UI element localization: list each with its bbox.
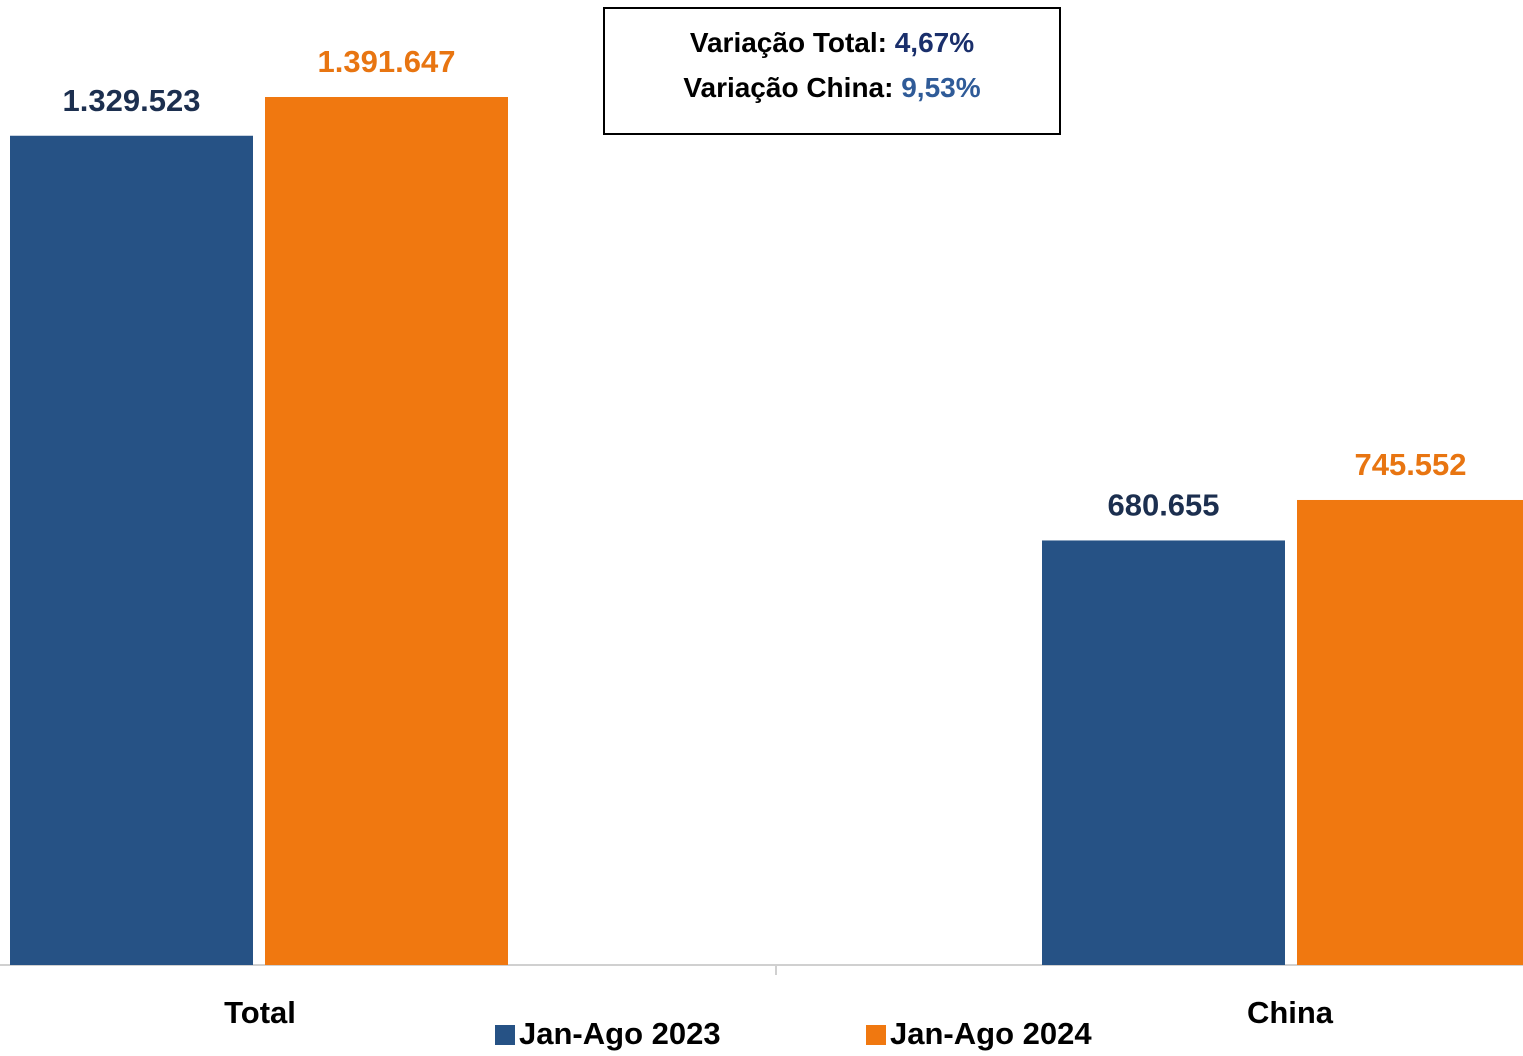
annotation-box [603, 7, 1061, 135]
x-tick-label: China [1247, 995, 1334, 1030]
data-label: 745.552 [1354, 447, 1466, 482]
annotation-value: 4,67% [895, 27, 974, 58]
legend-label: Jan-Ago 2024 [890, 1016, 1092, 1051]
legend-swatch [866, 1025, 886, 1045]
annotation-label: Variação China: [683, 72, 893, 103]
annotation: Variação Total: 4,67% [690, 27, 974, 58]
data-label: 680.655 [1107, 488, 1219, 523]
annotation-label: Variação Total: [690, 27, 887, 58]
annotation: Variação China: 9,53% [683, 72, 980, 103]
legend-swatch [495, 1025, 515, 1045]
bar [10, 135, 253, 966]
bar [1042, 540, 1285, 965]
x-tick-label: Total [224, 995, 296, 1030]
legend-label: Jan-Ago 2023 [519, 1016, 721, 1051]
data-label: 1.391.647 [318, 44, 456, 79]
bar [1297, 499, 1523, 965]
annotation-value: 9,53% [901, 72, 980, 103]
data-label: 1.329.523 [63, 83, 201, 118]
bar [265, 97, 508, 965]
